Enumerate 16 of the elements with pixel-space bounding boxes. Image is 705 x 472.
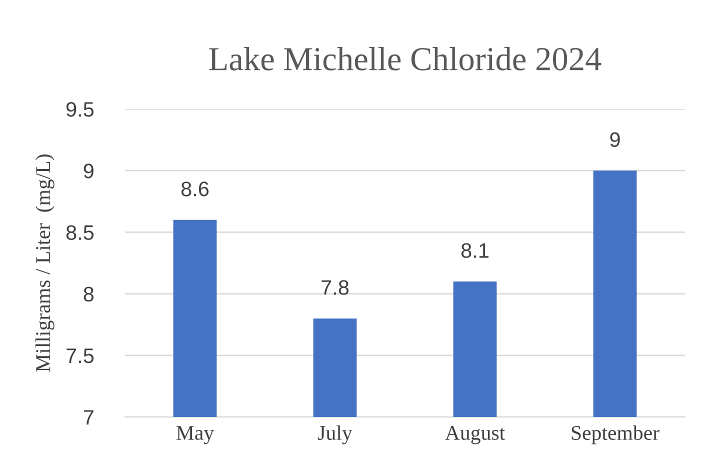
y-tick-label: 7.5 [66,348,94,364]
y-tick-label: 7 [84,410,94,425]
x-tick-label: July [318,425,352,444]
y-tick-label: 9 [84,164,94,178]
y-tick-label: 9.5 [66,102,94,117]
data-label: 8.1 [461,243,488,258]
x-tick-label: September [572,425,660,444]
x-tick-label: August [445,426,505,444]
data-label: 8.6 [181,182,209,196]
y-tick-label: 8.5 [66,225,94,240]
data-label: 9 [610,132,620,148]
x-tick-label: May [176,426,214,444]
y-axis-title: Milligrams / Liter (mg/L) [35,154,54,372]
data-label: 7.8 [322,280,349,295]
y-tick-label: 8 [84,286,94,302]
chart-title: Lake Michelle Chloride 2024 [209,46,602,70]
